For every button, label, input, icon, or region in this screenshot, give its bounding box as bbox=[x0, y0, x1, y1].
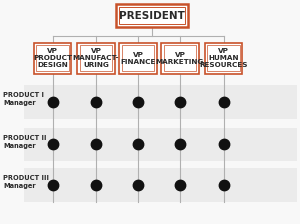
Bar bbox=[24, 168, 297, 202]
Text: PRESIDENT: PRESIDENT bbox=[118, 11, 184, 21]
Text: PRODUCT II
Manager: PRODUCT II Manager bbox=[3, 135, 46, 149]
Bar bbox=[24, 128, 297, 161]
Text: PRODUCT I
Manager: PRODUCT I Manager bbox=[3, 93, 44, 106]
Text: VP
HUMAN
RESOURCES: VP HUMAN RESOURCES bbox=[199, 48, 248, 69]
Bar bbox=[24, 85, 297, 119]
Text: PRODUCT III
Manager: PRODUCT III Manager bbox=[3, 175, 49, 189]
FancyBboxPatch shape bbox=[119, 43, 157, 74]
FancyBboxPatch shape bbox=[205, 43, 242, 74]
FancyBboxPatch shape bbox=[34, 43, 71, 74]
FancyBboxPatch shape bbox=[77, 43, 115, 74]
Text: VP
FINANCE: VP FINANCE bbox=[120, 52, 156, 65]
FancyBboxPatch shape bbox=[116, 4, 188, 27]
Text: VP
MARKETING: VP MARKETING bbox=[156, 52, 204, 65]
Text: VP
MANUFACT-
URING: VP MANUFACT- URING bbox=[73, 48, 119, 69]
FancyBboxPatch shape bbox=[161, 43, 199, 74]
Text: VP
PRODUCT
DESIGN: VP PRODUCT DESIGN bbox=[33, 48, 72, 69]
